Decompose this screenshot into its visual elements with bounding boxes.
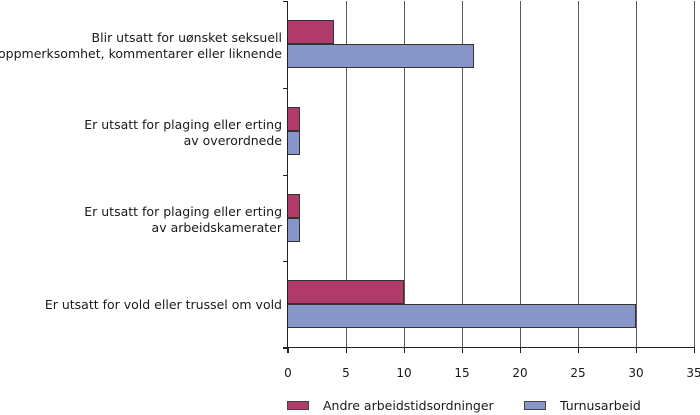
bar-turnus xyxy=(288,44,474,68)
legend-swatch-icon xyxy=(524,401,546,410)
bar-andre xyxy=(288,194,300,218)
gridline xyxy=(694,1,695,348)
y-tick xyxy=(283,1,288,2)
y-tick xyxy=(283,261,288,262)
legend-label: Andre arbeidstidsordninger xyxy=(323,398,494,413)
category-label-line: Er utsatt for plaging eller erting xyxy=(84,204,282,219)
x-axis xyxy=(283,347,694,348)
legend-item-turnus: Turnusarbeid xyxy=(524,398,641,413)
bar-andre xyxy=(288,20,334,44)
bar-turnus xyxy=(288,131,300,155)
x-tick-label: 5 xyxy=(342,366,350,380)
gridline xyxy=(346,1,347,348)
gridline xyxy=(636,1,637,348)
x-tick xyxy=(346,347,347,353)
plot-area xyxy=(288,1,695,348)
x-tick-label: 35 xyxy=(686,366,700,380)
x-tick-label: 10 xyxy=(396,366,412,380)
bar-turnus xyxy=(288,304,636,328)
bar-turnus xyxy=(288,218,300,242)
x-tick-label: 30 xyxy=(628,366,644,380)
gridline xyxy=(520,1,521,348)
x-tick xyxy=(404,347,405,353)
legend: Andre arbeidstidsordninger Turnusarbeid xyxy=(0,398,700,414)
x-tick xyxy=(520,347,521,353)
legend-label: Turnusarbeid xyxy=(560,398,641,413)
bar-andre xyxy=(288,107,300,131)
category-label-line: av overordnede xyxy=(183,133,282,148)
category-label-1: Er utsatt for plaging eller erting av ov… xyxy=(84,117,282,149)
category-label-2: Er utsatt for plaging eller erting av ar… xyxy=(84,204,282,236)
x-tick xyxy=(578,347,579,353)
bar-andre xyxy=(288,280,404,304)
category-label-line: Blir utsatt for uønsket seksuell xyxy=(91,30,282,45)
category-label-3: Er utsatt for vold eller trussel om vold xyxy=(45,297,282,313)
x-tick-label: 25 xyxy=(570,366,586,380)
category-label-line: oppmerksomhet, kommentarer eller liknend… xyxy=(0,46,282,61)
legend-item-andre: Andre arbeidstidsordninger xyxy=(287,398,494,413)
x-tick-label: 0 xyxy=(284,366,292,380)
y-tick xyxy=(283,175,288,176)
legend-swatch-icon xyxy=(287,401,309,410)
category-label-line: Er utsatt for vold eller trussel om vold xyxy=(44,297,282,312)
y-axis xyxy=(287,1,288,353)
x-tick-label: 20 xyxy=(512,366,528,380)
y-tick xyxy=(283,88,288,89)
gridline xyxy=(462,1,463,348)
x-tick xyxy=(462,347,463,353)
x-tick xyxy=(694,347,695,353)
y-tick xyxy=(283,348,288,349)
x-tick xyxy=(288,347,289,353)
x-tick xyxy=(636,347,637,353)
category-label-line: av arbeidskamerater xyxy=(151,220,282,235)
gridline xyxy=(404,1,405,348)
category-label-0: Blir utsatt for uønsket seksuell oppmerk… xyxy=(0,30,282,62)
gridline xyxy=(578,1,579,348)
x-tick-label: 15 xyxy=(454,366,470,380)
category-label-line: Er utsatt for plaging eller erting xyxy=(84,117,282,132)
